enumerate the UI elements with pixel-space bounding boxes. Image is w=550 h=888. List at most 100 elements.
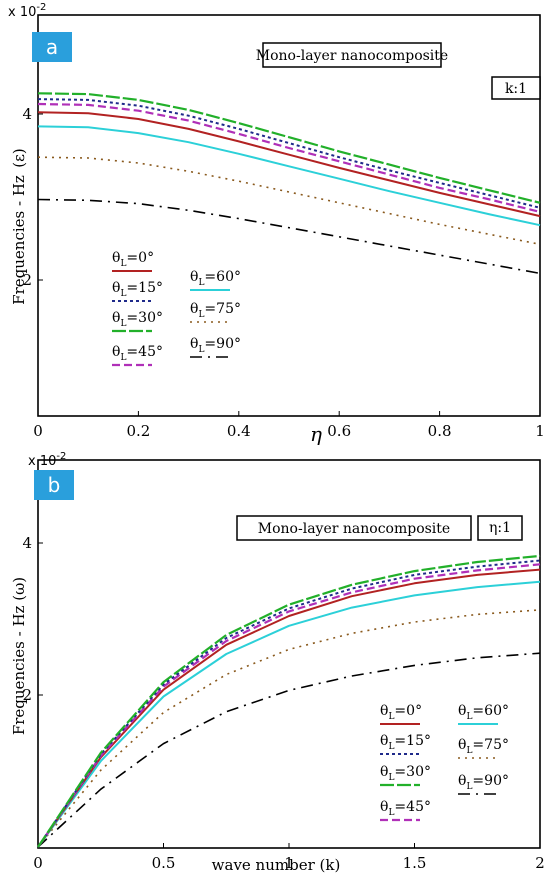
series-line-theta-0 (37, 568, 541, 848)
legend-subscript: L (120, 289, 126, 299)
legend-symbol: θ (380, 733, 388, 749)
axis-scale-label: x 10-2 (28, 451, 66, 469)
series-line-theta-45 (37, 102, 541, 213)
legend-angle: 0° (406, 703, 422, 719)
x-tick-label: 1 (535, 422, 545, 440)
axis-scale-base: x 10 (28, 454, 56, 469)
series-line-theta-30 (37, 92, 541, 204)
x-tick-label: 1.5 (403, 854, 427, 872)
legend-subscript: L (198, 310, 204, 320)
legend-equals: = (126, 250, 138, 266)
legend-angle: 90° (216, 336, 241, 352)
legend-label: θL=0° (380, 703, 422, 722)
legend-entry-theta-90: θL=90° (458, 773, 509, 795)
legend-entry-theta-15: θL=15° (380, 733, 431, 755)
legend-subscript: L (466, 712, 472, 722)
y-tick-label: 4 (22, 105, 32, 123)
legend-label: θL=75° (458, 737, 509, 756)
legend-symbol: θ (112, 280, 120, 296)
series-line-theta-90 (37, 652, 541, 848)
legend-label: θL=60° (190, 269, 241, 288)
legend-label: θL=30° (380, 764, 431, 783)
series-line-theta-60 (37, 125, 541, 227)
legend-subscript: L (388, 773, 394, 783)
series-line-theta-75 (37, 156, 541, 246)
legend-subscript: L (466, 746, 472, 756)
legend-equals: = (394, 764, 406, 780)
param-label: k:1 (505, 81, 527, 97)
panel-label: b (48, 473, 61, 497)
legend-entry-theta-60: θL=60° (190, 269, 241, 291)
x-tick-label: 1 (284, 854, 294, 872)
legend-symbol: θ (112, 344, 120, 360)
legend-subscript: L (120, 353, 126, 363)
x-tick-label: 2 (535, 854, 545, 872)
legend-equals: = (204, 301, 216, 317)
legend-subscript: L (388, 742, 394, 752)
legend-equals: = (472, 737, 484, 753)
panel-label-badge (34, 470, 74, 500)
legend-subscript: L (120, 259, 126, 269)
legend-label: θL=0° (112, 250, 154, 269)
legend-angle: 45° (138, 344, 163, 360)
param-box (477, 515, 523, 541)
legend-angle: 15° (406, 733, 431, 749)
legend-equals: = (204, 269, 216, 285)
axis-scale-exponent: -2 (56, 451, 66, 462)
legend-symbol: θ (380, 799, 388, 815)
series-line-theta-60 (37, 580, 541, 848)
legend-equals: = (394, 733, 406, 749)
legend-symbol: θ (112, 310, 120, 326)
legend-subscript: L (388, 712, 394, 722)
chart-title: Mono-layer nanocomposite (258, 521, 450, 537)
legend-angle: 30° (406, 764, 431, 780)
legend-angle: 0° (138, 250, 154, 266)
legend-entry-theta-45: θL=45° (112, 344, 163, 367)
legend-entry-theta-45: θL=45° (380, 799, 431, 822)
axis-scale-base: x 10 (8, 5, 36, 20)
title-box (236, 515, 472, 541)
legend-label: θL=45° (112, 344, 163, 363)
x-tick-label: 0.2 (126, 422, 150, 440)
legend-subscript: L (120, 319, 126, 329)
legend-symbol: θ (190, 269, 198, 285)
y-tick-label: 2 (22, 271, 32, 289)
legend-subscript: L (198, 278, 204, 288)
series-line-theta-0 (37, 111, 541, 218)
legend-equals: = (394, 799, 406, 815)
legend-subscript: L (388, 808, 394, 818)
x-tick-label: 0.6 (327, 422, 351, 440)
axis-scale-exponent: -2 (36, 2, 46, 13)
legend-equals: = (394, 703, 406, 719)
legend-equals: = (126, 344, 138, 360)
legend-symbol: θ (458, 773, 466, 789)
legend-label: θL=15° (380, 733, 431, 752)
legend-label: θL=90° (458, 773, 509, 792)
legend-entry-theta-15: θL=15° (112, 280, 163, 302)
panel-label: a (46, 35, 58, 59)
legend-symbol: θ (458, 703, 466, 719)
legend-entry-theta-90: θL=90° (190, 336, 241, 358)
legend-entry-theta-30: θL=30° (380, 764, 431, 787)
legend-label: θL=90° (190, 336, 241, 355)
y-tick-label: 2 (22, 686, 32, 704)
legend-equals: = (126, 310, 138, 326)
legend-entry-theta-60: θL=60° (458, 703, 509, 725)
y-axis-label: Frequencies - Hz (ω) (10, 577, 28, 735)
chart-title: Mono-layer nanocomposite (256, 48, 448, 64)
series-line-theta-45 (37, 563, 541, 848)
legend-subscript: L (466, 782, 472, 792)
chart-panel-a: 0 0.2 0.4 0.6 0.8 1 2 4 x 10-2 Frequencies - Hz (ε… (8, 2, 545, 446)
x-axis-label: η (310, 422, 322, 446)
legend-label: θL=15° (112, 280, 163, 299)
legend-subscript: L (198, 345, 204, 355)
axis-scale-label: x 10-2 (8, 2, 46, 20)
legend-entry-theta-75: θL=75° (190, 301, 241, 323)
legend-angle: 15° (138, 280, 163, 296)
title-box (262, 42, 442, 68)
legend-equals: = (126, 280, 138, 296)
legend-entry-theta-0: θL=0° (380, 703, 422, 725)
param-label: η:1 (489, 520, 511, 536)
legend-equals: = (472, 703, 484, 719)
chart-panel-b: 0 0.5 1 1.5 2 2 4 x 10-2 Frequencies - Hz (ω) wav… (10, 451, 545, 874)
